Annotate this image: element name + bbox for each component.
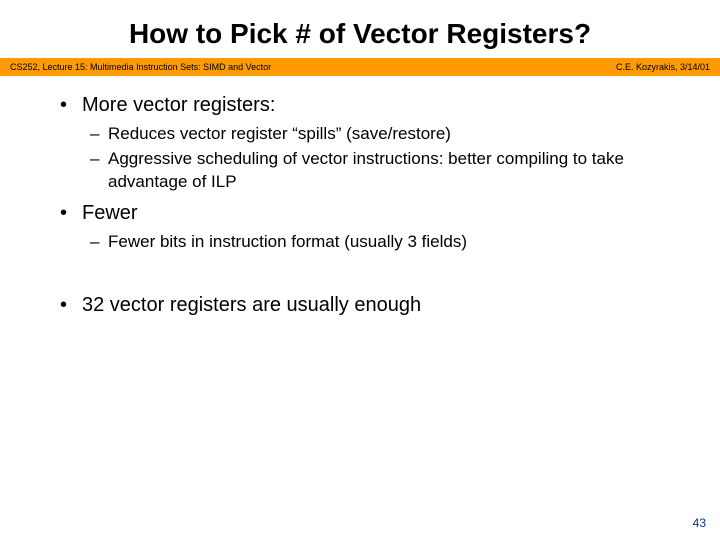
slide: How to Pick # of Vector Registers? CS252… xyxy=(0,0,720,540)
slide-body: More vector registers: Reduces vector re… xyxy=(0,76,720,319)
bullet-fewer: Fewer xyxy=(60,200,690,227)
bullet-more: More vector registers: xyxy=(60,92,690,119)
bullet-fewer-bits: Fewer bits in instruction format (usuall… xyxy=(90,231,690,254)
ribbon-right: C.E. Kozyrakis, 3/14/01 xyxy=(616,62,710,72)
page-number: 43 xyxy=(693,516,706,530)
bullet-32-enough: 32 vector registers are usually enough xyxy=(60,292,690,319)
slide-title: How to Pick # of Vector Registers? xyxy=(0,0,720,58)
bullet-more-spills: Reduces vector register “spills” (save/r… xyxy=(90,123,690,146)
bullet-more-sched: Aggressive scheduling of vector instruct… xyxy=(90,148,690,194)
ribbon-left: CS252, Lecture 15: Multimedia Instructio… xyxy=(10,62,271,72)
header-ribbon: CS252, Lecture 15: Multimedia Instructio… xyxy=(0,58,720,76)
